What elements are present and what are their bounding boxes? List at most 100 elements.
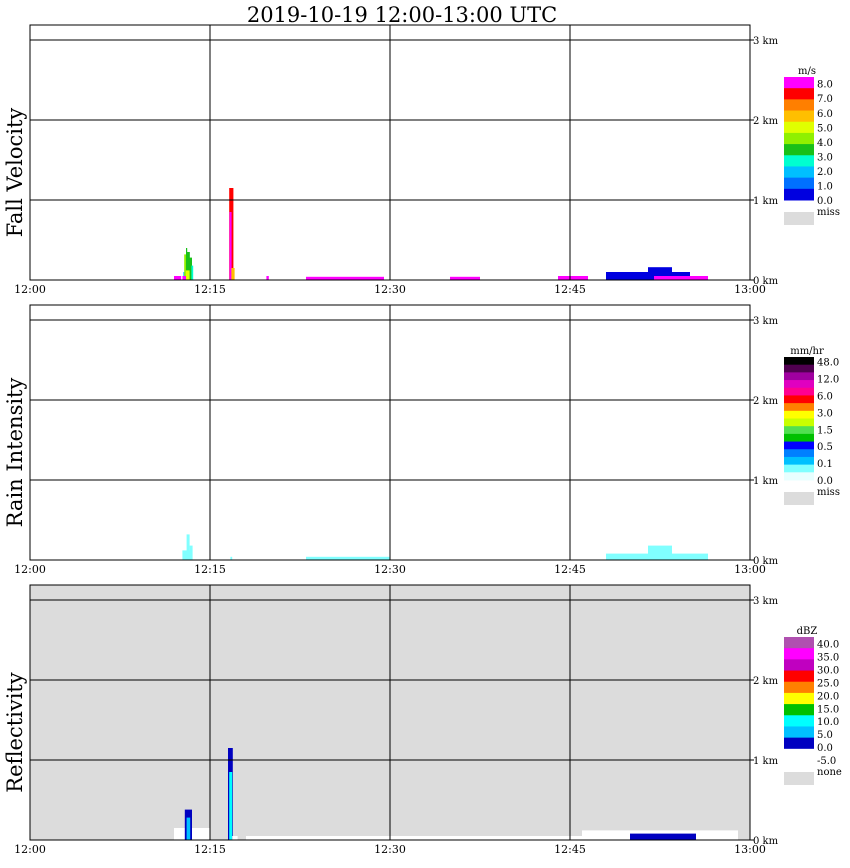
reflectivity-echo-4 [229,772,233,840]
fall-velocity-echo-10 [229,212,232,280]
rain-intensity-xtick-label-4: 13:00 [734,563,766,576]
rain-intensity-colorbar-swatch-15 [784,472,814,481]
fall-velocity-colorbar-label-8: 0.0 [817,196,833,207]
fall-velocity-echo-18 [654,276,708,280]
rain-intensity-colorbar-swatch-3 [784,380,814,389]
rain-intensity-colorbar-label-5: 0.5 [817,442,833,453]
rain-intensity-colorbar-swatch-7 [784,410,814,419]
reflectivity-ytick-label-0: 0 km [753,836,779,847]
fall-velocity-echo-11 [231,268,235,280]
reflectivity-ytick-label-2: 2 km [753,676,779,687]
reflectivity-colorbar-swatch-3 [784,670,814,683]
rain-intensity-echo-4 [306,556,390,560]
reflectivity-frame [29,584,751,841]
rain-intensity-colorbar-label-2: 6.0 [817,391,833,402]
reflectivity-xtick-label-2: 12:30 [374,843,406,856]
figure-title: 2019-10-19 12:00-13:00 UTC [247,3,557,27]
rain-intensity-colorbar-swatch-4 [784,387,814,396]
fall-velocity-xtick-label-2: 12:30 [374,283,406,296]
rain-intensity-xtick-label-2: 12:30 [374,563,406,576]
reflectivity-colorbar-label-0: 40.0 [817,640,839,651]
fall-velocity-colorbar-miss-swatch [784,212,814,225]
reflectivity-colorbar-label-4: 20.0 [817,691,839,702]
fall-velocity-xtick-label-1: 12:15 [194,283,226,296]
reflectivity-colorbar-label-3: 25.0 [817,678,839,689]
fall-velocity-echo-15 [558,276,588,280]
reflectivity-echo-5 [232,836,238,840]
fall-velocity-echo-3 [186,248,188,280]
fall-velocity-echo-12 [266,276,269,280]
rain-intensity-echo-2 [189,545,193,560]
fall-velocity-colorbar-swatch-6 [784,144,814,156]
reflectivity-colorbar-swatch-9 [784,737,814,750]
rain-intensity-colorbar-swatch-12 [784,449,814,458]
panels-group: 0 km 1 km 2 km 3 km 12:00 12:15 12:30 12:45 13:0… [3,24,842,856]
rain-intensity-colorbar-label-6: 0.1 [817,459,833,470]
rain-intensity-colorbar-swatch-13 [784,456,814,466]
fall-velocity-panel: 0 km 1 km 2 km 3 km 12:00 12:15 12:30 12:45 13:0… [3,24,840,296]
rain-intensity-echo-3 [230,556,233,560]
reflectivity-colorbar-miss-label: none [817,767,842,778]
reflectivity-colorbar-miss-swatch [784,772,814,785]
fall-velocity-echo-6 [191,265,194,280]
fall-velocity-ytick-label-3: 3 km [753,36,779,47]
fall-velocity-colorbar-label-5: 3.0 [817,152,833,163]
rain-intensity-colorbar-swatch-9 [784,426,814,435]
fall-velocity-frame [29,24,751,281]
fall-velocity-echo-8 [182,276,186,280]
reflectivity-colorbar-label-1: 35.0 [817,653,839,664]
reflectivity-xtick-label-4: 13:00 [734,843,766,856]
rain-intensity-ytick-label-0: 0 km [753,556,779,567]
rain-intensity-colorbar-label-4: 1.5 [817,425,833,436]
rain-intensity-colorbar-swatch-8 [784,418,814,427]
reflectivity-colorbar-label-5: 15.0 [817,704,839,715]
fall-velocity-ytick-label-2: 2 km [753,116,779,127]
fall-velocity-ytick-label-1: 1 km [753,196,779,207]
reflectivity-panel: 0 km 1 km 2 km 3 km 12:00 12:15 12:30 12:45 13:0… [3,584,842,856]
reflectivity-ytick-label-1: 1 km [753,756,779,767]
reflectivity-echo-7 [390,836,582,840]
reflectivity-colorbar-swatch-0 [784,637,814,649]
reflectivity-colorbar-unit: dBZ [797,626,818,637]
reflectivity-colorbar-label-6: 10.0 [817,717,839,728]
reflectivity-ytick-label-3: 3 km [753,596,779,607]
fall-velocity-colorbar-swatch-2 [784,99,814,112]
rain-intensity-colorbar-swatch-6 [784,403,814,412]
rain-intensity-xtick-label-0: 12:00 [14,563,46,576]
fall-velocity-xtick-label-0: 12:00 [14,283,46,296]
rain-intensity-colorbar-label-3: 3.0 [817,408,833,419]
rain-intensity-colorbar-swatch-5 [784,395,814,404]
reflectivity-colorbar-swatch-8 [784,726,814,739]
fall-velocity-colorbar-unit: m/s [798,66,816,77]
fall-velocity-xtick-label-4: 13:00 [734,283,766,296]
fall-velocity-colorbar-swatch-0 [784,77,814,89]
rain-intensity-ytick-label-1: 1 km [753,476,779,487]
rain-intensity-panel: 0 km 1 km 2 km 3 km 12:00 12:15 12:30 12:45 13:0… [3,304,840,576]
fall-velocity-colorbar-swatch-3 [784,110,814,123]
reflectivity-colorbar-swatch-2 [784,659,814,672]
rain-intensity-echo-6 [648,545,672,560]
reflectivity-echo-6 [246,836,390,840]
rain-intensity-colorbar-swatch-11 [784,441,814,450]
fall-velocity-colorbar-swatch-10 [784,188,814,201]
fall-velocity-ytick-label-0: 0 km [753,276,779,287]
rain-intensity-colorbar-label-7: 0.0 [817,476,833,487]
fall-velocity-ylabel: Fall Velocity [3,108,27,238]
fall-velocity-colorbar-label-7: 1.0 [817,181,833,192]
reflectivity-colorbar-label-2: 30.0 [817,666,839,677]
reflectivity-colorbar-swatch-6 [784,704,814,716]
reflectivity-colorbar-label-9: -5.0 [817,756,836,767]
reflectivity-colorbar-swatch-7 [784,715,814,727]
fall-velocity-colorbar-label-3: 5.0 [817,123,833,134]
fall-velocity-echo-13 [306,276,384,280]
rain-intensity-frame [29,304,751,561]
reflectivity-colorbar-swatch-10 [784,748,814,761]
rain-intensity-echo-1 [186,534,190,560]
fall-velocity-colorbar-swatch-1 [784,88,814,100]
rain-intensity-colorbar-swatch-10 [784,433,814,443]
reflectivity-colorbar-swatch-1 [784,648,814,660]
fall-velocity-echo-14 [450,276,480,280]
rain-intensity-colorbar-label-1: 12.0 [817,375,839,386]
fall-velocity-colorbar-swatch-4 [784,121,814,134]
